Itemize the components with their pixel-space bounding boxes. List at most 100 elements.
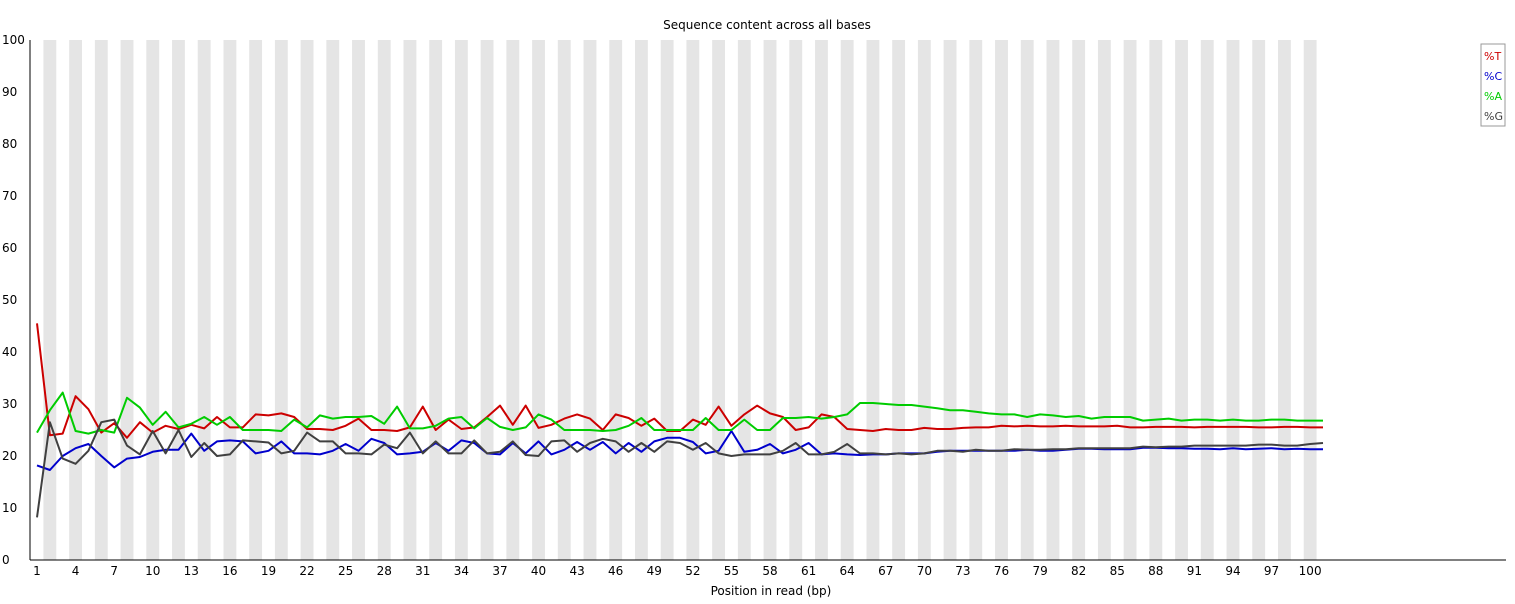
- grid-band: [454, 40, 468, 560]
- grid-band: [815, 40, 828, 560]
- x-tick-label: 31: [415, 564, 430, 578]
- grid-band: [866, 40, 880, 560]
- grid-band: [197, 40, 211, 560]
- grid-band: [274, 40, 288, 560]
- series-lines: [36, 323, 1324, 518]
- chart-title: Sequence content across all bases: [663, 18, 871, 32]
- x-tick-label: 55: [724, 564, 739, 578]
- grid-band: [609, 40, 623, 560]
- legend-entry: %T: [1484, 50, 1501, 63]
- x-tick-label: 40: [531, 564, 546, 578]
- grid-band: [583, 40, 597, 560]
- x-tick-label: 58: [762, 564, 777, 578]
- x-tick-label: 61: [801, 564, 816, 578]
- x-tick-label: 37: [492, 564, 507, 578]
- grid-band: [763, 40, 777, 560]
- x-tick-label: 13: [184, 564, 199, 578]
- y-tick-label: 30: [2, 397, 17, 411]
- grid-band: [1277, 40, 1291, 560]
- grid-band: [377, 40, 391, 560]
- y-tick-label: 90: [2, 85, 17, 99]
- grid-band: [223, 40, 237, 560]
- x-tick-label: 19: [261, 564, 276, 578]
- x-tick-label: 100: [1299, 564, 1322, 578]
- grid-band: [917, 40, 931, 560]
- y-tick-label: 10: [2, 501, 17, 515]
- grid-band: [1097, 40, 1111, 560]
- y-tick-label: 80: [2, 137, 17, 151]
- grid-band: [686, 40, 700, 560]
- x-tick-label: 67: [878, 564, 893, 578]
- grid-band: [43, 40, 57, 560]
- legend: %T %C %A %G: [1480, 43, 1506, 127]
- y-tick-labels: 0 10 20 30 40 50 60 70 80 90 100: [2, 33, 25, 567]
- grid-band: [1175, 40, 1188, 560]
- legend-entry: %A: [1484, 90, 1502, 103]
- x-tick-label: 91: [1187, 564, 1202, 578]
- grid-band: [172, 40, 185, 560]
- grid-band: [403, 40, 417, 560]
- grid-band: [69, 40, 83, 560]
- legend-box: [1480, 43, 1506, 127]
- x-tick-label: 64: [840, 564, 855, 578]
- x-tick-label: 49: [647, 564, 662, 578]
- grid-band: [326, 40, 340, 560]
- legend-entry: %C: [1484, 70, 1502, 83]
- x-tick-label: 46: [608, 564, 623, 578]
- grid-band: [1020, 40, 1034, 560]
- x-tick-label: 73: [955, 564, 970, 578]
- grid-band: [480, 40, 494, 560]
- x-tick-label: 82: [1071, 564, 1086, 578]
- x-tick-label: 76: [994, 564, 1009, 578]
- x-tick-label: 94: [1225, 564, 1240, 578]
- y-tick-label: 0: [2, 553, 10, 567]
- grid-band: [789, 40, 803, 560]
- grid-band: [943, 40, 957, 560]
- x-tick-label: 28: [377, 564, 392, 578]
- x-tick-label: 25: [338, 564, 353, 578]
- grid-band: [1123, 40, 1137, 560]
- x-tick-label: 97: [1264, 564, 1279, 578]
- grid-band: [1303, 40, 1317, 560]
- x-tick-label: 79: [1032, 564, 1047, 578]
- y-tick-label: 40: [2, 345, 17, 359]
- grid-band: [249, 40, 263, 560]
- grid-band: [969, 40, 983, 560]
- grid-band: [429, 40, 443, 560]
- series-line-pct-a: [36, 391, 1323, 435]
- grid-band: [634, 40, 648, 560]
- x-tick-label: 34: [454, 564, 469, 578]
- grid-band: [146, 40, 160, 560]
- grid-band: [120, 40, 134, 560]
- grid-band: [1252, 40, 1266, 560]
- grid-band: [995, 40, 1008, 560]
- x-tick-label: 16: [222, 564, 237, 578]
- x-tick-label: 10: [145, 564, 160, 578]
- grid-band: [300, 40, 314, 560]
- axes: [29, 40, 1506, 561]
- grid-band: [1072, 40, 1086, 560]
- grid-band: [94, 40, 108, 560]
- background-bands: [43, 40, 1317, 560]
- grid-band: [352, 40, 365, 560]
- x-tick-label: 1: [33, 564, 41, 578]
- x-tick-label: 22: [299, 564, 314, 578]
- x-tick-label: 43: [569, 564, 584, 578]
- grid-band: [532, 40, 545, 560]
- y-tick-label: 70: [2, 189, 17, 203]
- y-tick-label: 100: [2, 33, 25, 47]
- grid-band: [660, 40, 674, 560]
- x-axis-label: Position in read (bp): [711, 584, 832, 598]
- x-tick-label: 88: [1148, 564, 1163, 578]
- x-tick-labels: 1 4 7 10 13 16 19 22 25 28 31 34 37 40 43 46 49 52 55 58 61 6…: [33, 564, 1321, 578]
- x-tick-label: 7: [110, 564, 118, 578]
- x-tick-label: 85: [1110, 564, 1125, 578]
- grid-band: [1200, 40, 1214, 560]
- x-tick-label: 70: [917, 564, 932, 578]
- y-tick-label: 50: [2, 293, 17, 307]
- grid-band: [557, 40, 571, 560]
- grid-band: [1046, 40, 1060, 560]
- grid-band: [840, 40, 854, 560]
